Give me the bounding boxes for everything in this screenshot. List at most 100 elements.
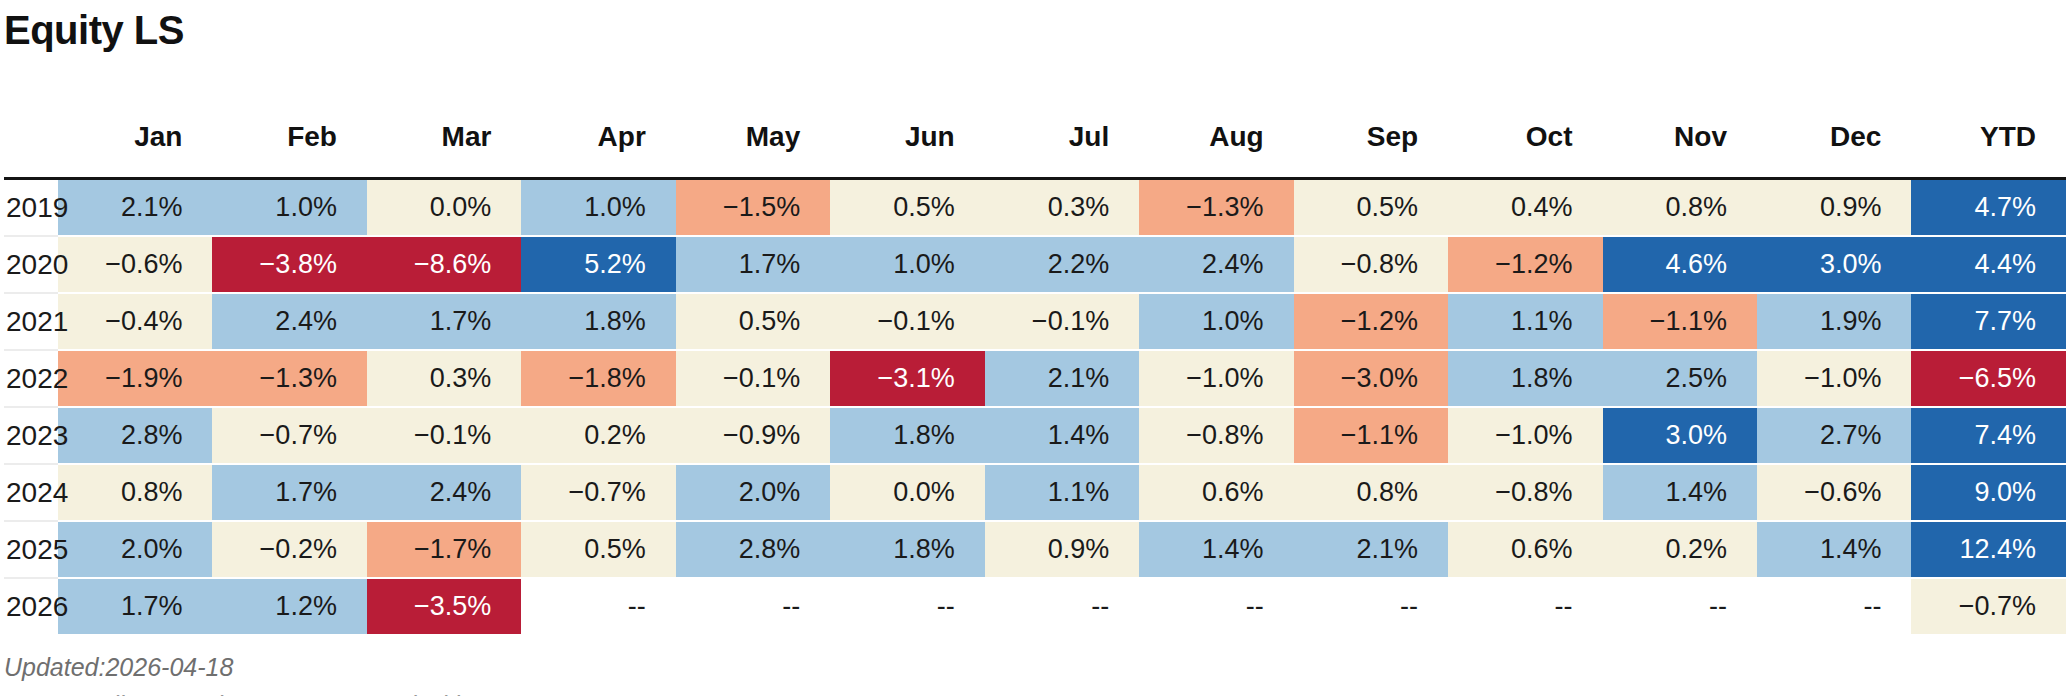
heatmap-cell: -- (1139, 579, 1293, 636)
column-header: Nov (1603, 53, 1757, 180)
heatmap-cell: 1.9% (1757, 294, 1911, 351)
column-header: May (676, 53, 830, 180)
heatmap-cell: 2.4% (1139, 237, 1293, 294)
heatmap-cell: 0.2% (521, 408, 675, 465)
column-header: Feb (212, 53, 366, 180)
heatmap-cell: 5.2% (521, 237, 675, 294)
heatmap-cell: 2.1% (58, 180, 212, 237)
heatmap-cell: 2.4% (367, 465, 521, 522)
heatmap-cell: 0.4% (1448, 180, 1602, 237)
heatmap-cell: −3.0% (1294, 351, 1448, 408)
heatmap-cell: −0.6% (58, 237, 212, 294)
year-label: 2026 (4, 579, 58, 636)
heatmap-cell: −3.5% (367, 579, 521, 636)
heatmap-cell: 1.0% (212, 180, 366, 237)
chart-footer: Updated:2026-04-18 Source: NilssonHedge.… (4, 652, 2066, 696)
heatmap-cell: 4.7% (1911, 180, 2066, 237)
heatmap-cell: 4.6% (1603, 237, 1757, 294)
heatmap-cell: 2.2% (985, 237, 1139, 294)
heatmap-cell: −1.3% (1139, 180, 1293, 237)
table-row: 2022−1.9%−1.3%0.3%−1.8%−0.1%−3.1%2.1%−1.… (4, 351, 2066, 408)
heatmap-cell: 0.6% (1139, 465, 1293, 522)
heatmap-cell: 0.8% (1294, 465, 1448, 522)
table-body: 20192.1%1.0%0.0%1.0%−1.5%0.5%0.3%−1.3%0.… (4, 180, 2066, 636)
heatmap-cell: 0.5% (1294, 180, 1448, 237)
heatmap-cell: 2.0% (58, 522, 212, 579)
heatmap-cell: 1.8% (830, 408, 984, 465)
heatmap-cell: −3.1% (830, 351, 984, 408)
heatmap-cell: −1.9% (58, 351, 212, 408)
table-row: 20192.1%1.0%0.0%1.0%−1.5%0.5%0.3%−1.3%0.… (4, 180, 2066, 237)
heatmap-cell: 2.5% (1603, 351, 1757, 408)
year-column-spacer (4, 53, 58, 180)
column-header: Dec (1757, 53, 1911, 180)
heatmap-cell: −6.5% (1911, 351, 2066, 408)
heatmap-cell: 1.1% (985, 465, 1139, 522)
heatmap-cell: 0.5% (521, 522, 675, 579)
heatmap-cell: -- (1757, 579, 1911, 636)
heatmap-cell: −8.6% (367, 237, 521, 294)
heatmap-cell: 1.7% (367, 294, 521, 351)
table-header: JanFebMarAprMayJunJulAugSepOctNovDecYTD (4, 53, 2066, 180)
year-label: 2020 (4, 237, 58, 294)
column-header: Mar (367, 53, 521, 180)
heatmap-cell: 2.8% (58, 408, 212, 465)
heatmap-cell: 0.2% (1603, 522, 1757, 579)
heatmap-cell: −1.1% (1603, 294, 1757, 351)
heatmap-cell: 0.3% (985, 180, 1139, 237)
year-label: 2019 (4, 180, 58, 237)
heatmap-cell: 1.4% (1139, 522, 1293, 579)
header-row: JanFebMarAprMayJunJulAugSepOctNovDecYTD (4, 53, 2066, 180)
heatmap-cell: 9.0% (1911, 465, 2066, 522)
heatmap-cell: −0.1% (830, 294, 984, 351)
heatmap-cell: 1.2% (212, 579, 366, 636)
column-header: YTD (1911, 53, 2066, 180)
heatmap-cell: 2.0% (676, 465, 830, 522)
heatmap-cell: 0.9% (1757, 180, 1911, 237)
heatmap-cell: 3.0% (1757, 237, 1911, 294)
heatmap-cell: −1.2% (1294, 294, 1448, 351)
heatmap-cell: −0.4% (58, 294, 212, 351)
heatmap-cell: −1.0% (1757, 351, 1911, 408)
table-row: 20240.8%1.7%2.4%−0.7%2.0%0.0%1.1%0.6%0.8… (4, 465, 2066, 522)
heatmap-cell: -- (521, 579, 675, 636)
heatmap-cell: −1.0% (1139, 351, 1293, 408)
column-header: Jan (58, 53, 212, 180)
heatmap-cell: −0.7% (1911, 579, 2066, 636)
table-row: 20232.8%−0.7%−0.1%0.2%−0.9%1.8%1.4%−0.8%… (4, 408, 2066, 465)
heatmap-cell: 2.1% (985, 351, 1139, 408)
heatmap-cell: 0.8% (58, 465, 212, 522)
heatmap-cell: −0.7% (212, 408, 366, 465)
returns-heatmap-table: JanFebMarAprMayJunJulAugSepOctNovDecYTD … (4, 53, 2066, 636)
heatmap-cell: −1.0% (1448, 408, 1602, 465)
heatmap-cell: −1.1% (1294, 408, 1448, 465)
heatmap-cell: 0.0% (830, 465, 984, 522)
heatmap-cell: -- (985, 579, 1139, 636)
heatmap-cell: 2.7% (1757, 408, 1911, 465)
heatmap-cell: 2.1% (1294, 522, 1448, 579)
heatmap-cell: −1.8% (521, 351, 675, 408)
table-row: 2020−0.6%−3.8%−8.6%5.2%1.7%1.0%2.2%2.4%−… (4, 237, 2066, 294)
heatmap-cell: 0.5% (676, 294, 830, 351)
heatmap-cell: 1.8% (1448, 351, 1602, 408)
year-label: 2023 (4, 408, 58, 465)
heatmap-cell: 0.8% (1603, 180, 1757, 237)
year-label: 2024 (4, 465, 58, 522)
heatmap-cell: −0.8% (1448, 465, 1602, 522)
heatmap-cell: −0.1% (676, 351, 830, 408)
heatmap-cell: −1.7% (367, 522, 521, 579)
heatmap-cell: −0.7% (521, 465, 675, 522)
updated-timestamp: Updated:2026-04-18 (4, 652, 2066, 682)
heatmap-cell: 2.8% (676, 522, 830, 579)
heatmap-cell: 12.4% (1911, 522, 2066, 579)
heatmap-cell: 0.0% (367, 180, 521, 237)
heatmap-cell: 1.7% (58, 579, 212, 636)
table-row: 2021−0.4%2.4%1.7%1.8%0.5%−0.1%−0.1%1.0%−… (4, 294, 2066, 351)
source-attribution: Source: NilssonHedge.com • Created with … (4, 690, 2066, 696)
heatmap-cell: 1.4% (985, 408, 1139, 465)
heatmap-cell: −0.2% (212, 522, 366, 579)
heatmap-cell: 1.7% (212, 465, 366, 522)
heatmap-cell: 1.8% (830, 522, 984, 579)
heatmap-cell: 7.7% (1911, 294, 2066, 351)
column-header: Jun (830, 53, 984, 180)
